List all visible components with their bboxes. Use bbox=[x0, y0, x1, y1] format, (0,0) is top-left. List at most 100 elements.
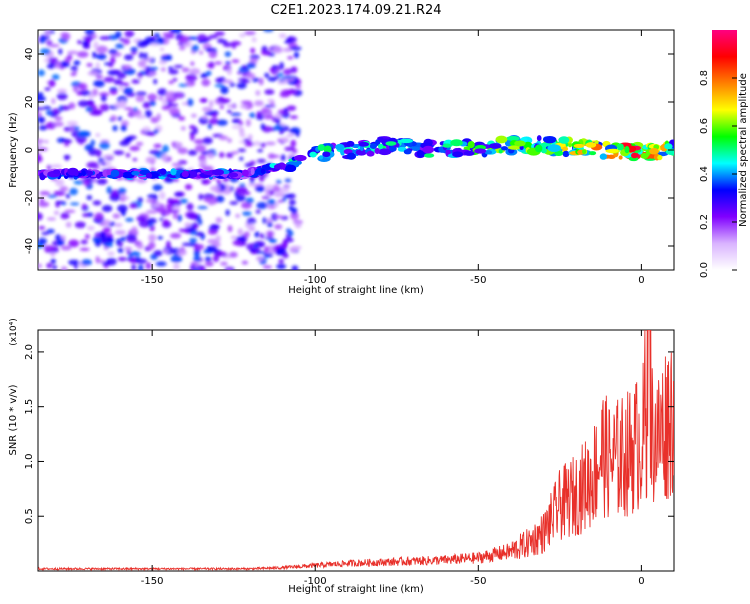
noise-cell bbox=[95, 256, 100, 264]
noise-cell bbox=[68, 239, 80, 248]
snr-x-ticks: -150 -100 -50 0 bbox=[141, 330, 645, 587]
noise-cell bbox=[231, 43, 237, 49]
noise-cell bbox=[201, 106, 213, 112]
noise-cell bbox=[263, 253, 274, 258]
noise-cell bbox=[45, 30, 51, 37]
heatmap-noise bbox=[38, 30, 303, 270]
ridge-cell bbox=[599, 153, 608, 160]
ridge-cell bbox=[377, 136, 384, 142]
noise-cell bbox=[207, 228, 218, 235]
noise-cell bbox=[243, 231, 250, 238]
noise-cell bbox=[174, 192, 184, 197]
noise-cell bbox=[149, 100, 156, 107]
noise-cell bbox=[222, 79, 233, 84]
noise-cell bbox=[142, 126, 151, 133]
noise-cell bbox=[131, 79, 140, 84]
noise-cell bbox=[255, 185, 266, 192]
noise-cell bbox=[78, 83, 86, 89]
ridge-cell bbox=[250, 167, 255, 176]
noise-cell bbox=[59, 185, 69, 192]
noise-cell bbox=[199, 159, 207, 166]
ridge-cell bbox=[514, 140, 526, 147]
noise-cell bbox=[101, 204, 113, 213]
noise-cell bbox=[117, 116, 123, 122]
heatmap-ridge bbox=[38, 135, 674, 181]
noise-cell bbox=[245, 119, 251, 127]
noise-cell bbox=[204, 111, 214, 116]
noise-cell bbox=[285, 193, 296, 199]
noise-cell bbox=[184, 184, 193, 191]
noise-cell bbox=[80, 239, 88, 245]
noise-cell bbox=[122, 87, 134, 95]
noise-cell bbox=[229, 82, 236, 87]
noise-cell bbox=[124, 136, 134, 142]
noise-cell bbox=[253, 141, 261, 146]
noise-cell bbox=[267, 189, 275, 196]
noise-cell bbox=[131, 226, 138, 235]
noise-cell bbox=[51, 97, 56, 105]
noise-cell bbox=[38, 154, 42, 162]
ridge-cell bbox=[523, 141, 533, 150]
noise-cell bbox=[46, 228, 55, 234]
noise-cell bbox=[164, 91, 176, 99]
noise-cell bbox=[214, 84, 225, 88]
noise-cell bbox=[148, 241, 156, 250]
noise-cell bbox=[237, 228, 243, 236]
noise-cell bbox=[254, 231, 260, 238]
noise-cell bbox=[117, 204, 128, 213]
noise-cell bbox=[265, 184, 274, 190]
ridge-cell bbox=[442, 143, 452, 148]
noise-cell bbox=[200, 72, 208, 79]
noise-cell bbox=[177, 214, 182, 222]
x-tick-label: -150 bbox=[141, 576, 164, 587]
noise-cell bbox=[85, 106, 93, 112]
noise-cell bbox=[177, 147, 188, 155]
ridge-cell bbox=[498, 149, 503, 154]
noise-cell bbox=[241, 65, 248, 71]
ridge-cell bbox=[664, 143, 673, 150]
noise-cell bbox=[116, 72, 127, 79]
noise-cell bbox=[155, 261, 167, 267]
noise-cell bbox=[201, 78, 211, 87]
noise-cell bbox=[174, 142, 183, 148]
noise-cell bbox=[108, 49, 118, 54]
ridge-cell bbox=[355, 148, 368, 156]
noise-cell bbox=[215, 77, 225, 84]
noise-cell bbox=[82, 179, 91, 186]
noise-cell bbox=[138, 52, 144, 59]
ridge-cell bbox=[399, 138, 413, 144]
y-tick-label: 1.5 bbox=[24, 399, 35, 415]
noise-cell bbox=[50, 164, 63, 169]
noise-cell bbox=[231, 59, 240, 63]
noise-cell bbox=[162, 32, 174, 37]
noise-cell bbox=[153, 32, 161, 38]
noise-cell bbox=[95, 75, 103, 79]
noise-cell bbox=[274, 124, 284, 131]
noise-cell bbox=[142, 101, 151, 109]
noise-cell bbox=[147, 217, 157, 224]
noise-cell bbox=[51, 74, 60, 80]
noise-cell bbox=[38, 116, 46, 124]
noise-cell bbox=[95, 133, 101, 137]
noise-cell bbox=[93, 80, 105, 88]
ridge-cell bbox=[228, 172, 239, 178]
noise-cell bbox=[236, 81, 247, 89]
noise-cell bbox=[184, 222, 192, 228]
noise-cell bbox=[193, 267, 200, 270]
noise-cell bbox=[38, 226, 46, 230]
noise-cell bbox=[249, 112, 256, 119]
noise-cell bbox=[39, 48, 51, 55]
noise-cell bbox=[288, 199, 296, 206]
noise-cell bbox=[148, 72, 157, 76]
noise-cell bbox=[235, 194, 246, 202]
noise-cell bbox=[194, 144, 207, 153]
noise-cell bbox=[105, 233, 114, 237]
noise-cell bbox=[227, 109, 232, 114]
ridge-cell bbox=[385, 141, 397, 146]
noise-cell bbox=[288, 246, 298, 253]
noise-cell bbox=[174, 93, 184, 98]
noise-cell bbox=[119, 38, 126, 42]
noise-cell bbox=[54, 116, 63, 121]
ridge-cell bbox=[377, 143, 384, 150]
noise-cell bbox=[106, 257, 117, 266]
